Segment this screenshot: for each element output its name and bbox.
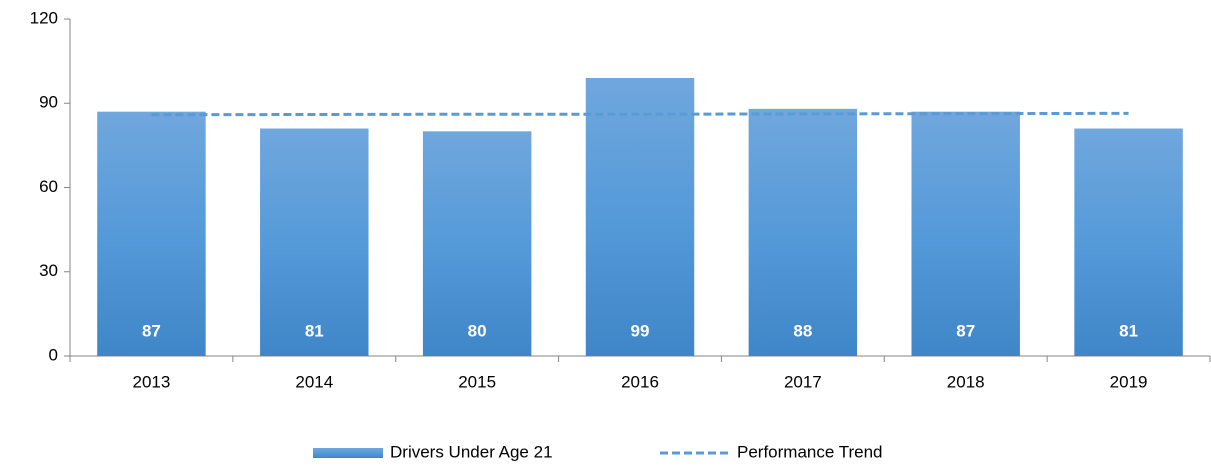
data-label: 87 (142, 321, 161, 340)
x-tick-label: 2014 (295, 372, 333, 391)
y-tick-label: 120 (30, 8, 58, 27)
bar (260, 128, 369, 356)
bar (422, 131, 532, 356)
y-tick-label: 90 (39, 93, 58, 112)
data-label: 87 (956, 321, 975, 340)
data-label: 81 (1119, 321, 1138, 340)
data-label: 88 (793, 321, 812, 340)
x-tick-label: 2015 (458, 372, 496, 391)
data-label: 81 (305, 321, 324, 340)
bar (911, 111, 1020, 356)
data-label: 99 (631, 321, 650, 340)
y-tick-label: 60 (39, 177, 58, 196)
legend-label: Drivers Under Age 21 (390, 442, 553, 461)
trend-line (151, 111, 1129, 117)
legend-label: Performance Trend (737, 442, 883, 461)
data-label: 80 (468, 321, 487, 340)
x-tick-label: 2018 (947, 372, 985, 391)
y-tick-label: 0 (49, 345, 58, 364)
x-tick-label: 2019 (1110, 372, 1148, 391)
x-tick-label: 2016 (621, 372, 659, 391)
x-tick-label: 2013 (133, 372, 171, 391)
bar (585, 77, 695, 356)
bar (748, 108, 858, 356)
bar (97, 111, 206, 356)
x-tick-label: 2017 (784, 372, 822, 391)
legend-swatch (313, 448, 383, 458)
y-tick-label: 30 (39, 261, 58, 280)
bar (1074, 128, 1183, 356)
